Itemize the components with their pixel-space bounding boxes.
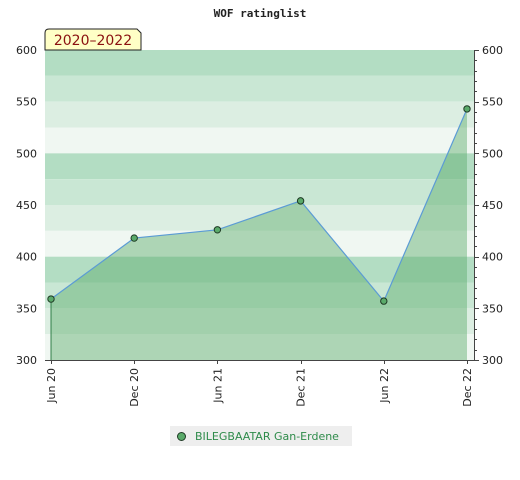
background-band xyxy=(45,334,474,360)
y-tick-label-right: 500 xyxy=(482,147,503,160)
axes xyxy=(45,50,479,364)
series-area xyxy=(51,108,467,361)
chart-title: WOF ratinglist xyxy=(214,7,307,20)
y-tick-label-right: 450 xyxy=(482,199,503,212)
background-band xyxy=(45,127,474,154)
x-tick-label: Jun 22 xyxy=(378,368,391,404)
data-point xyxy=(296,197,305,205)
y-tick-label-right: 300 xyxy=(482,354,503,367)
x-tick-label: Jun 21 xyxy=(211,368,224,404)
data-point xyxy=(130,234,138,242)
x-tick-label: Jun 20 xyxy=(45,368,58,404)
background-band xyxy=(45,230,474,257)
y-tick-label-left: 300 xyxy=(16,354,37,367)
data-point xyxy=(380,297,388,305)
background-band xyxy=(45,153,474,180)
legend-marker-icon xyxy=(177,431,186,441)
x-tick-label: Dec 20 xyxy=(128,368,141,407)
x-tick-label: Dec 21 xyxy=(295,368,308,407)
data-point xyxy=(47,295,55,303)
y-tick-label-left: 600 xyxy=(16,44,37,57)
y-tick-label-left: 500 xyxy=(16,147,37,160)
background-band xyxy=(45,101,474,128)
background-band xyxy=(45,205,474,231)
background-band xyxy=(45,256,474,283)
y-tick-label-right: 600 xyxy=(482,44,503,57)
y-tick-label-left: 450 xyxy=(16,199,37,212)
data-point xyxy=(213,226,222,234)
series-line xyxy=(50,108,468,303)
data-points xyxy=(47,105,471,305)
y-tick-label-left: 400 xyxy=(16,251,37,264)
area-layer xyxy=(50,108,468,361)
tick-labels: 300 300 350 350 400 400 450 450 500 500 550 550 600 6… xyxy=(16,44,503,407)
background-band xyxy=(45,179,474,205)
legend-label: BILEGBAATAR Gan-Erdene xyxy=(195,429,339,443)
y-tick-label-right: 400 xyxy=(482,251,503,264)
x-tick-label: Dec 22 xyxy=(461,368,474,407)
background-bands xyxy=(45,50,474,360)
background-band xyxy=(45,308,474,335)
period-badge-label: 2020–2022 xyxy=(54,33,132,49)
background-band xyxy=(45,50,474,76)
background-band xyxy=(45,282,474,309)
y-tick-label-right: 550 xyxy=(482,96,503,109)
y-tick-label-left: 550 xyxy=(16,96,37,109)
y-tick-label-right: 350 xyxy=(482,302,503,315)
data-point xyxy=(463,105,471,113)
y-tick-label-left: 350 xyxy=(16,302,37,315)
legend: BILEGBAATAR Gan-Erdene xyxy=(170,426,352,446)
period-badge: 2020–2022 xyxy=(44,28,142,51)
background-band xyxy=(45,75,474,102)
